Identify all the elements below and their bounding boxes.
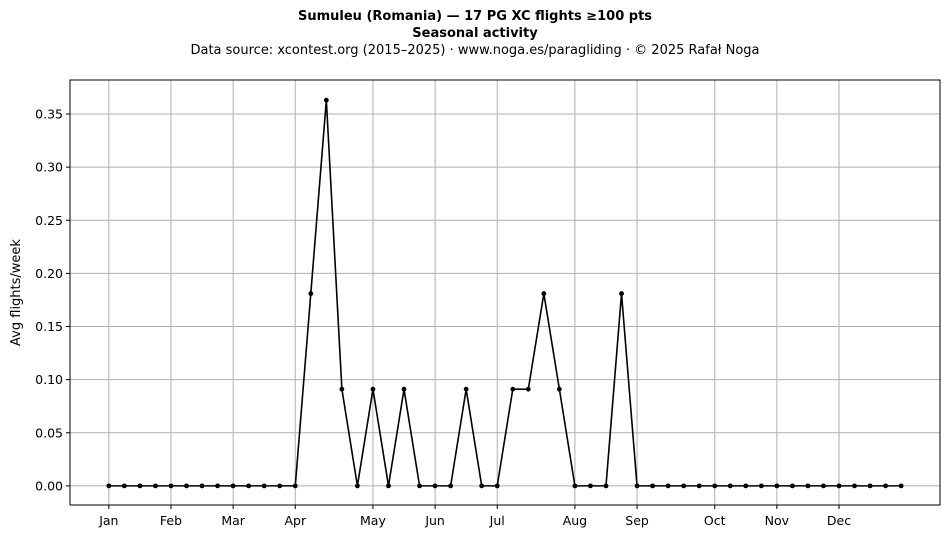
data-point <box>386 483 391 489</box>
data-point <box>619 291 624 296</box>
x-tick-label: Oct <box>704 513 726 528</box>
x-tick-label: Aug <box>563 513 587 528</box>
tick-layer: 0.00 0.05 0.10 0.15 0.20 0.25 0.30 0.35 Jan Feb Ma… <box>35 107 851 529</box>
data-point <box>463 386 469 392</box>
data-point <box>867 483 873 489</box>
data-point <box>106 483 112 489</box>
data-point <box>184 483 189 489</box>
data-point <box>370 386 376 392</box>
data-point <box>572 483 578 489</box>
x-tick-label: Dec <box>827 513 851 528</box>
data-point <box>137 483 143 489</box>
data-point <box>805 483 811 489</box>
data-point <box>541 291 547 296</box>
data-point <box>448 483 454 489</box>
y-tick-label: 0.00 <box>35 478 63 493</box>
y-tick-label: 0.20 <box>35 266 63 281</box>
data-point <box>836 483 842 489</box>
data-point <box>230 483 236 489</box>
data-point <box>277 483 283 489</box>
chart-title: Sumuleu (Romania) — 17 PG XC flights ≥10… <box>297 9 653 24</box>
data-point <box>650 483 655 489</box>
data-point <box>401 386 407 392</box>
data-point <box>758 483 764 489</box>
data-point <box>821 483 826 489</box>
data-point <box>417 483 422 489</box>
data-point <box>696 483 702 489</box>
data-point <box>525 386 531 392</box>
x-tick-label: Jan <box>98 513 118 528</box>
data-point <box>712 483 718 489</box>
data-point <box>774 483 780 489</box>
data-point <box>510 386 516 392</box>
data-point <box>556 386 562 392</box>
data-point <box>588 483 593 489</box>
x-tick-label: Mar <box>221 513 245 528</box>
data-point <box>323 97 329 103</box>
data-point <box>634 483 640 489</box>
data-point <box>215 483 220 489</box>
chart-title-block: Sumuleu (Romania) — 17 PG XC flights ≥10… <box>0 8 950 60</box>
y-tick-label: 0.30 <box>35 160 63 175</box>
data-point <box>852 483 857 489</box>
y-axis-label: Avg flights/week <box>9 239 24 346</box>
y-tick-label: 0.15 <box>35 319 63 334</box>
chart-subtitle: Seasonal activity <box>412 26 538 41</box>
data-point <box>727 483 733 489</box>
x-tick-label: Jun <box>424 513 445 528</box>
x-tick-label: May <box>360 513 386 528</box>
data-point <box>261 483 267 489</box>
data-point <box>153 483 158 489</box>
x-tick-label: Nov <box>765 513 790 528</box>
plot-frame <box>69 79 941 506</box>
data-point <box>898 483 904 489</box>
data-point <box>121 483 127 489</box>
data-point <box>308 291 314 296</box>
x-tick-label: Jul <box>489 513 505 528</box>
data-point <box>665 483 671 489</box>
data-point <box>883 483 889 489</box>
y-tick-label: 0.10 <box>35 372 63 387</box>
data-point <box>790 483 795 489</box>
data-point <box>432 483 438 489</box>
x-tick-label: Apr <box>284 513 306 528</box>
data-point <box>743 483 749 489</box>
data-point <box>603 483 609 489</box>
data-point <box>168 483 174 489</box>
data-point <box>246 483 252 489</box>
data-point <box>494 483 500 489</box>
data-point <box>292 483 298 489</box>
y-tick-label: 0.25 <box>35 213 63 228</box>
series-layer <box>106 97 904 489</box>
y-tick-label: 0.05 <box>35 425 63 440</box>
x-tick-label: Sep <box>625 513 649 528</box>
data-point <box>681 483 687 489</box>
series-line <box>108 99 902 487</box>
y-tick-label: 0.35 <box>35 107 63 122</box>
data-point <box>339 386 345 392</box>
chart-source-line: Data source: xcontest.org (2015–2025) · … <box>190 43 760 58</box>
data-point <box>199 483 205 489</box>
data-point <box>479 483 485 489</box>
x-tick-label: Feb <box>160 513 182 528</box>
data-point <box>355 483 360 489</box>
